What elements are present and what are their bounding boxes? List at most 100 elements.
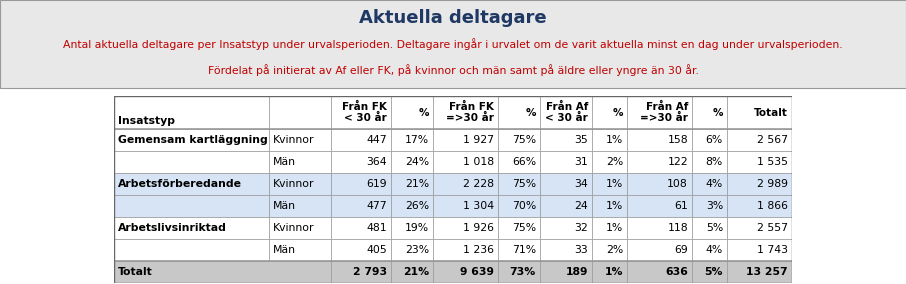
Text: 61: 61 <box>674 201 688 211</box>
Bar <box>540 173 592 195</box>
Text: 189: 189 <box>565 267 588 277</box>
Bar <box>727 195 792 217</box>
Text: 122: 122 <box>668 157 688 167</box>
Bar <box>540 217 592 239</box>
Text: %: % <box>525 108 536 118</box>
Text: 1 236: 1 236 <box>463 245 494 255</box>
Bar <box>391 151 433 173</box>
Bar <box>433 261 498 283</box>
Text: %: % <box>712 108 723 118</box>
Bar <box>331 195 391 217</box>
Text: 17%: 17% <box>405 135 429 145</box>
Text: 1 018: 1 018 <box>463 157 494 167</box>
Text: 2 557: 2 557 <box>757 223 788 233</box>
Bar <box>627 217 692 239</box>
Text: 24%: 24% <box>405 157 429 167</box>
Bar <box>498 96 540 129</box>
Text: %: % <box>612 108 623 118</box>
Bar <box>269 96 331 129</box>
Bar <box>540 195 592 217</box>
Bar <box>269 151 331 173</box>
Text: 5%: 5% <box>706 223 723 233</box>
Text: 33: 33 <box>574 245 588 255</box>
Bar <box>391 261 433 283</box>
Bar <box>692 217 727 239</box>
Bar <box>592 151 627 173</box>
Text: Arbetslivsinriktad: Arbetslivsinriktad <box>118 223 226 233</box>
Text: 75%: 75% <box>512 135 536 145</box>
Bar <box>592 239 627 261</box>
Text: 70%: 70% <box>512 201 536 211</box>
Text: 1%: 1% <box>606 135 623 145</box>
Bar <box>627 261 692 283</box>
Bar <box>692 173 727 195</box>
Bar <box>692 261 727 283</box>
Bar <box>692 195 727 217</box>
Text: 21%: 21% <box>405 179 429 189</box>
Bar <box>498 151 540 173</box>
Text: 21%: 21% <box>403 267 429 277</box>
Text: 1 866: 1 866 <box>757 201 788 211</box>
Text: Antal aktuella deltagare per Insatstyp under urvalsperioden. Deltagare ingår i u: Antal aktuella deltagare per Insatstyp u… <box>63 38 843 50</box>
Text: 1%: 1% <box>604 267 623 277</box>
Bar <box>391 195 433 217</box>
Bar <box>692 239 727 261</box>
Text: 2 567: 2 567 <box>757 135 788 145</box>
Bar <box>692 96 727 129</box>
Text: 23%: 23% <box>405 245 429 255</box>
Text: 1 926: 1 926 <box>463 223 494 233</box>
Text: 636: 636 <box>665 267 688 277</box>
Bar <box>627 173 692 195</box>
Bar <box>331 239 391 261</box>
Bar <box>627 151 692 173</box>
Bar <box>727 151 792 173</box>
Text: Fördelat på initierat av Af eller FK, på kvinnor och män samt på äldre eller yng: Fördelat på initierat av Af eller FK, på… <box>207 64 699 76</box>
Text: Kvinnor: Kvinnor <box>273 223 314 233</box>
Bar <box>692 151 727 173</box>
Bar <box>433 151 498 173</box>
Text: 405: 405 <box>366 245 387 255</box>
Bar <box>540 151 592 173</box>
Text: 1 304: 1 304 <box>463 201 494 211</box>
Bar <box>540 261 592 283</box>
Text: 2 989: 2 989 <box>757 179 788 189</box>
Bar <box>433 96 498 129</box>
Bar <box>391 129 433 151</box>
Text: 1%: 1% <box>606 223 623 233</box>
Text: Totalt: Totalt <box>754 108 788 118</box>
Bar <box>114 173 269 195</box>
Text: 66%: 66% <box>512 157 536 167</box>
Text: 4%: 4% <box>706 245 723 255</box>
Bar <box>114 129 269 151</box>
Text: 2%: 2% <box>606 245 623 255</box>
Text: Insatstyp: Insatstyp <box>118 116 175 126</box>
Bar <box>114 96 269 129</box>
Bar <box>592 173 627 195</box>
Text: Kvinnor: Kvinnor <box>273 135 314 145</box>
Text: Aktuella deltagare: Aktuella deltagare <box>359 9 547 27</box>
Text: 158: 158 <box>668 135 688 145</box>
Text: Män: Män <box>273 245 296 255</box>
Bar <box>331 96 391 129</box>
Bar <box>727 217 792 239</box>
Bar <box>391 217 433 239</box>
Bar <box>433 195 498 217</box>
Text: 35: 35 <box>574 135 588 145</box>
Text: %: % <box>419 108 429 118</box>
Text: Män: Män <box>273 157 296 167</box>
Bar <box>727 129 792 151</box>
Text: 75%: 75% <box>512 223 536 233</box>
Bar <box>391 96 433 129</box>
Bar <box>627 195 692 217</box>
Bar <box>498 239 540 261</box>
Bar <box>269 217 331 239</box>
Bar <box>592 217 627 239</box>
Bar <box>498 129 540 151</box>
Text: 26%: 26% <box>405 201 429 211</box>
Bar <box>627 129 692 151</box>
Text: 1%: 1% <box>606 179 623 189</box>
Bar <box>331 151 391 173</box>
Bar <box>269 129 331 151</box>
Bar <box>114 195 269 217</box>
Text: 31: 31 <box>574 157 588 167</box>
